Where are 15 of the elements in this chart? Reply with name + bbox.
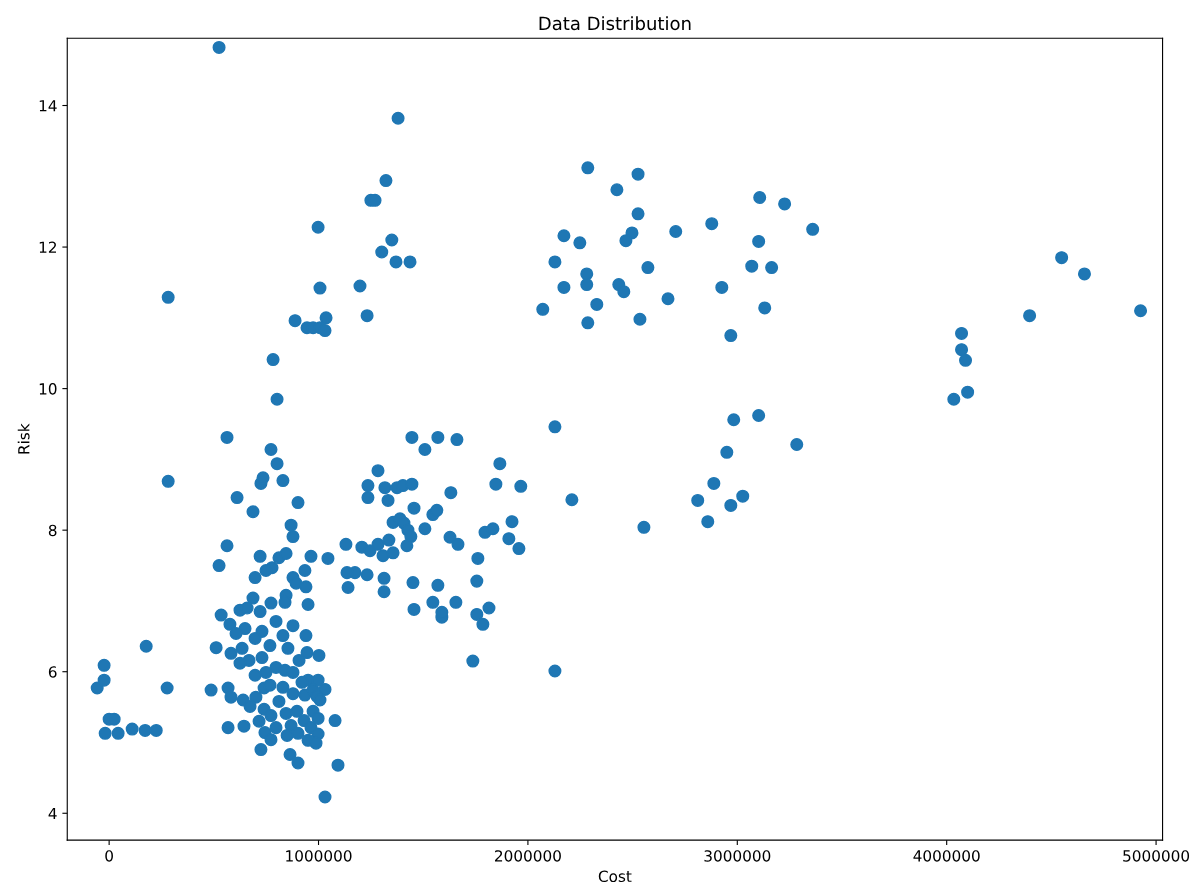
- y-tick-label: 8: [48, 524, 57, 537]
- x-tick-label: 4000000: [913, 850, 980, 862]
- x-tick-label: 1000000: [286, 850, 352, 862]
- x-tick-label: 2000000: [495, 850, 561, 862]
- chart-title: Data Distribution: [539, 16, 691, 31]
- x-tick-label: 3000000: [704, 850, 771, 862]
- y-tick-label: 4: [48, 807, 57, 820]
- y-tick-label: 10: [39, 383, 57, 395]
- y-tick-label: 6: [48, 666, 57, 678]
- y-axis-title: Risk: [17, 423, 30, 454]
- y-tick-label: 14: [39, 100, 57, 112]
- x-tick-label: 5000000: [1123, 850, 1190, 862]
- x-tick-label: 0: [105, 850, 113, 862]
- y-tick-label: 12: [39, 241, 56, 253]
- x-axis-title: Cost: [598, 870, 632, 883]
